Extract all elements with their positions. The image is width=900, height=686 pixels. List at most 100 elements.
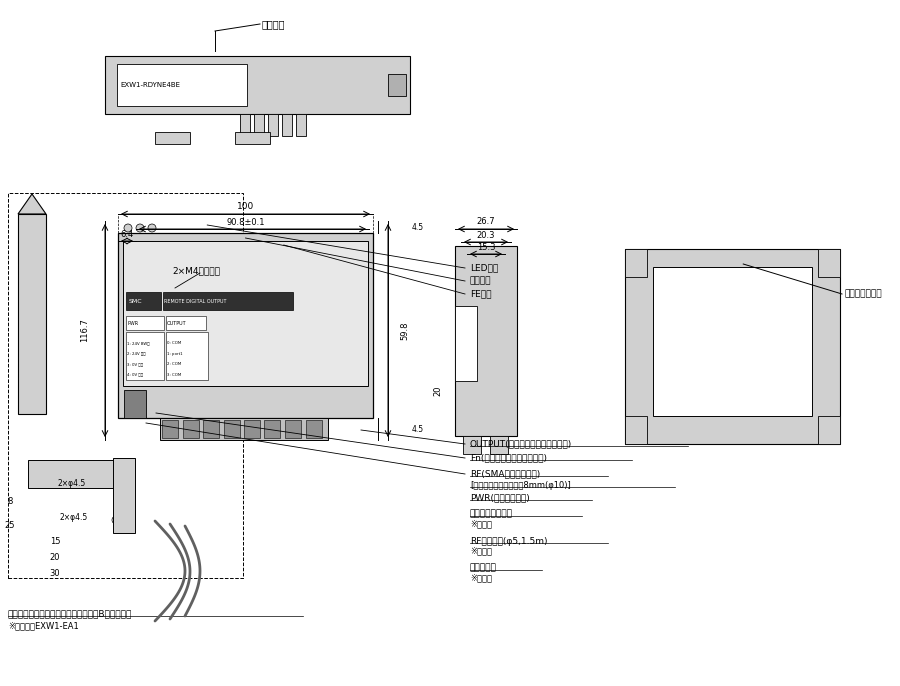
Text: 6.4: 6.4 [121, 230, 133, 239]
Circle shape [136, 224, 144, 232]
Bar [113, 458, 135, 533]
Text: 0: COM: 0: COM [167, 341, 181, 345]
Text: 2×φ4.5: 2×φ4.5 [58, 480, 86, 488]
Bar [818, 416, 840, 444]
Bar [818, 249, 840, 277]
Circle shape [111, 98, 119, 106]
Text: Fn(ペアリング用押しボタン): Fn(ペアリング用押しボタン) [470, 453, 547, 462]
Bar [126, 292, 161, 310]
Bar [8, 193, 243, 578]
Polygon shape [18, 194, 46, 214]
Text: 26.7: 26.7 [477, 217, 495, 226]
Circle shape [396, 98, 404, 106]
Bar [282, 114, 292, 136]
Bar [285, 420, 301, 438]
Bar [625, 249, 840, 444]
Circle shape [307, 312, 363, 368]
Circle shape [112, 516, 120, 524]
Bar [118, 233, 373, 418]
Text: OUTPUT(出力機器接続用コネクタ): OUTPUT(出力機器接続用コネクタ) [470, 440, 572, 449]
Text: 25: 25 [4, 521, 15, 530]
Bar [296, 114, 306, 136]
Text: RF(SMA同軸コネクタ): RF(SMA同軸コネクタ) [470, 469, 540, 479]
Bar [240, 114, 250, 136]
Bar [653, 267, 812, 416]
Circle shape [353, 241, 365, 253]
Bar [155, 132, 190, 144]
Text: ※品番号：EXW1-EA1: ※品番号：EXW1-EA1 [8, 622, 79, 630]
Text: LED表示: LED表示 [470, 263, 499, 272]
Bar [235, 132, 270, 144]
Text: 外部アンテナセット（アンテナ仕様がBのみ付属）: 外部アンテナセット（アンテナ仕様がBのみ付属） [8, 609, 132, 619]
Bar [126, 332, 164, 380]
Bar [160, 418, 328, 440]
Bar [625, 416, 647, 444]
Text: 3: 0V 安全: 3: 0V 安全 [127, 362, 143, 366]
Text: ※付属品: ※付属品 [470, 547, 492, 556]
Text: 15.3: 15.3 [477, 242, 495, 252]
Text: ホイップアンテナ: ホイップアンテナ [470, 510, 513, 519]
Text: 4.5: 4.5 [412, 425, 424, 434]
Bar [388, 74, 406, 96]
Bar [163, 292, 293, 310]
Text: FE端子: FE端子 [470, 289, 491, 298]
Bar [455, 246, 517, 436]
Bar [123, 241, 368, 386]
Text: PWR: PWR [127, 320, 138, 325]
Bar [625, 249, 647, 277]
Bar [166, 332, 208, 380]
Text: 2: COM: 2: COM [167, 362, 181, 366]
Bar [490, 436, 508, 454]
Text: 8: 8 [7, 497, 13, 506]
Text: EXW1-RDYNE4BE: EXW1-RDYNE4BE [120, 82, 180, 88]
Bar [18, 214, 46, 414]
Bar [126, 316, 164, 330]
Text: 機種銘板: 機種銘板 [262, 19, 285, 29]
Bar [117, 64, 247, 106]
Text: ※付属品: ※付属品 [470, 519, 492, 528]
Text: 20: 20 [434, 385, 443, 396]
Text: [取付ナット：六角対辺8mm(φ10)]: [取付ナット：六角対辺8mm(φ10)] [470, 480, 571, 490]
Bar [268, 114, 278, 136]
Circle shape [124, 224, 132, 232]
Text: REMOTE DIGITAL OUTPUT: REMOTE DIGITAL OUTPUT [164, 298, 227, 303]
Text: PWR(電源コネクタ): PWR(電源コネクタ) [470, 493, 530, 503]
Bar [455, 306, 477, 381]
Bar [203, 420, 219, 438]
Text: 2: 24V 首安: 2: 24V 首安 [127, 351, 146, 355]
Circle shape [332, 342, 338, 348]
Text: SMC: SMC [129, 298, 142, 303]
Text: 15: 15 [50, 536, 60, 545]
Bar [162, 420, 178, 438]
Bar [28, 460, 130, 488]
Text: 20: 20 [50, 554, 60, 563]
Circle shape [818, 329, 834, 345]
Text: 116.7: 116.7 [80, 318, 89, 342]
Bar [223, 420, 239, 438]
Bar [166, 316, 206, 330]
Text: 30: 30 [50, 569, 60, 578]
Text: 2×M4用取付穴: 2×M4用取付穴 [172, 266, 220, 276]
Circle shape [631, 329, 647, 345]
Bar [124, 390, 146, 418]
Bar [265, 420, 281, 438]
Text: 4: 0V 安全: 4: 0V 安全 [127, 372, 143, 377]
Text: 1: port1: 1: port1 [167, 351, 183, 355]
Circle shape [80, 468, 92, 480]
Bar [463, 436, 481, 454]
Circle shape [126, 241, 138, 253]
Text: 電波法対応銘板: 電波法対応銘板 [845, 289, 883, 298]
Text: 90.8±0.1: 90.8±0.1 [226, 217, 265, 226]
Circle shape [121, 516, 129, 524]
Text: ※付属品: ※付属品 [470, 573, 492, 582]
Bar [183, 420, 199, 438]
Circle shape [42, 468, 54, 480]
Text: OUTPUT: OUTPUT [167, 320, 186, 325]
Text: 20.3: 20.3 [477, 230, 495, 239]
Text: ブラケット: ブラケット [470, 563, 497, 573]
Text: 59.8: 59.8 [400, 321, 410, 340]
Text: 2×φ4.5: 2×φ4.5 [60, 514, 88, 523]
Bar [244, 420, 260, 438]
Text: 1: 24V BW安: 1: 24V BW安 [127, 341, 149, 345]
Text: RFケーブル(φ5,1.5m): RFケーブル(φ5,1.5m) [470, 536, 547, 545]
